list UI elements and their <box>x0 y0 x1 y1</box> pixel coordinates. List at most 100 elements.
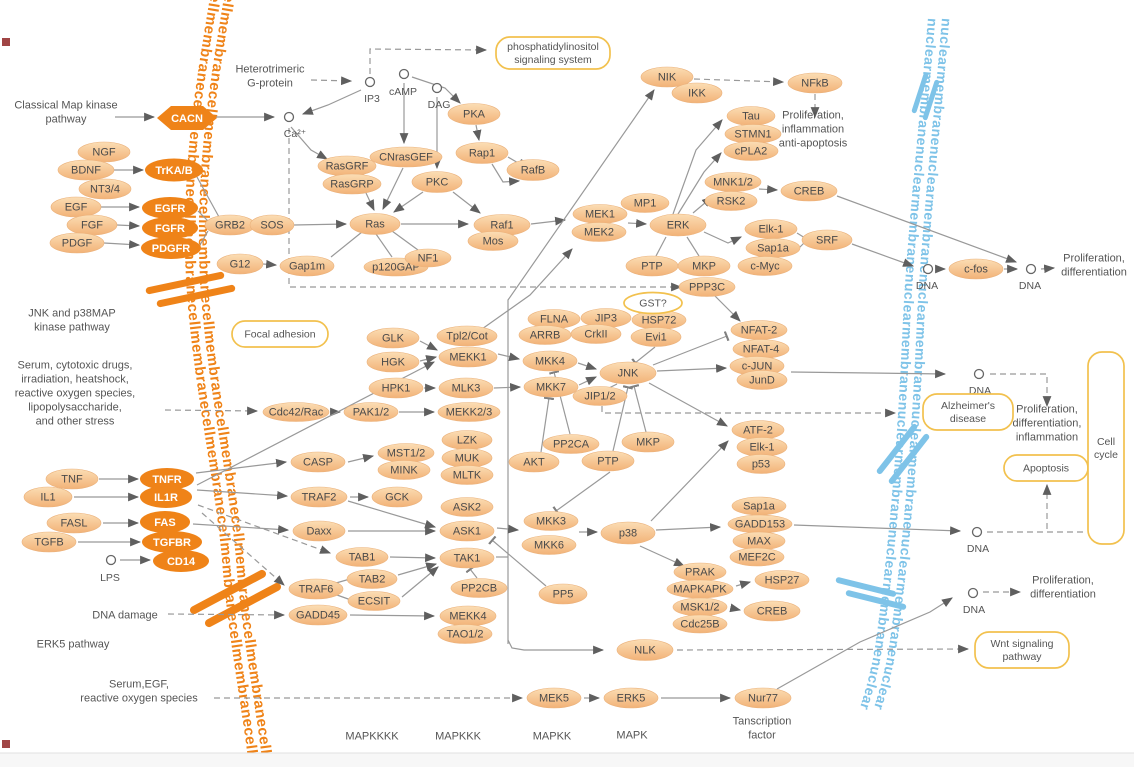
receptor-cd14[interactable]: CD14 <box>153 550 209 572</box>
node-creb2[interactable]: CREB <box>743 600 801 622</box>
node-egf[interactable]: EGF <box>50 196 102 218</box>
node-mnk12[interactable]: MNK1/2 <box>704 172 762 192</box>
node-fgf[interactable]: FGF <box>66 214 118 236</box>
node-pp2cb[interactable]: PP2CB <box>450 578 508 598</box>
node-rasgrp[interactable]: RasGRP <box>322 173 382 195</box>
node-prak[interactable]: PRAK <box>673 562 727 582</box>
node-nik[interactable]: NIK <box>640 66 694 88</box>
node-evi1[interactable]: Evi1 <box>630 327 682 347</box>
node-casp[interactable]: CASP <box>290 451 346 473</box>
node-fasl[interactable]: FASL <box>46 512 102 534</box>
node-pak12[interactable]: PAK1/2 <box>343 402 399 422</box>
node-mink[interactable]: MINK <box>377 460 431 480</box>
node-nur77[interactable]: Nur77 <box>734 687 792 709</box>
node-mekk4[interactable]: MEKK4 <box>439 605 497 627</box>
node-srf[interactable]: SRF <box>801 229 853 251</box>
node-elk1b[interactable]: Elk-1 <box>736 437 788 457</box>
receptor-pdgfr[interactable]: PDGFR <box>141 237 201 259</box>
node-mek1[interactable]: MEK1 <box>572 204 628 224</box>
node-elk1[interactable]: Elk-1 <box>744 219 798 239</box>
node-gadd153[interactable]: GADD153 <box>727 514 793 534</box>
node-grb2[interactable]: GRB2 <box>204 214 256 236</box>
node-mef2c[interactable]: MEF2C <box>729 547 785 567</box>
node-sap1a[interactable]: Sap1a <box>745 238 801 258</box>
node-g12[interactable]: G12 <box>216 253 264 275</box>
node-nfat2[interactable]: NFAT-2 <box>730 320 788 340</box>
node-mkk4[interactable]: MKK4 <box>522 350 578 372</box>
node-gap1m[interactable]: Gap1m <box>279 255 335 277</box>
node-ras[interactable]: Ras <box>349 213 401 235</box>
node-stmn1[interactable]: STMN1 <box>724 124 782 144</box>
box-focal-adhesion[interactable]: Focal adhesion <box>231 320 329 348</box>
node-nf1[interactable]: NF1 <box>404 248 452 268</box>
node-erk5[interactable]: ERK5 <box>603 687 659 709</box>
node-glk[interactable]: GLK <box>366 327 420 349</box>
node-ecsit[interactable]: ECSIT <box>347 591 401 611</box>
node-ptp2[interactable]: PTP <box>581 450 635 472</box>
node-hpk1[interactable]: HPK1 <box>368 377 424 399</box>
node-pp2ca[interactable]: PP2CA <box>542 434 600 454</box>
node-rasgrf[interactable]: RasGRF <box>317 155 377 177</box>
node-mek2[interactable]: MEK2 <box>571 222 627 242</box>
node-muk[interactable]: MUK <box>441 448 493 468</box>
node-mos[interactable]: Mos <box>467 231 519 251</box>
node-mkk6[interactable]: MKK6 <box>521 535 577 555</box>
receptor-tnfr[interactable]: TNFR <box>140 468 194 490</box>
node-traf6[interactable]: TRAF6 <box>288 578 344 600</box>
node-mltk[interactable]: MLTK <box>440 465 494 485</box>
node-nt34[interactable]: NT3/4 <box>78 178 132 200</box>
node-lzk[interactable]: LZK <box>441 430 493 450</box>
node-mp1[interactable]: MP1 <box>620 193 670 213</box>
node-p38[interactable]: p38 <box>600 521 656 545</box>
node-tau[interactable]: Tau <box>726 106 776 126</box>
node-traf2[interactable]: TRAF2 <box>290 486 348 508</box>
box-gst[interactable]: GST? <box>623 291 683 315</box>
node-mkp2[interactable]: MKP <box>621 431 675 453</box>
node-cdc25b[interactable]: Cdc25B <box>672 614 728 634</box>
node-mkk3[interactable]: MKK3 <box>523 511 579 531</box>
node-atf2[interactable]: ATF-2 <box>731 420 785 440</box>
node-p53[interactable]: p53 <box>736 454 786 474</box>
node-daxx[interactable]: Daxx <box>292 520 346 542</box>
node-tab1[interactable]: TAB1 <box>335 547 389 567</box>
node-ptp[interactable]: PTP <box>625 255 679 277</box>
node-tnf[interactable]: TNF <box>45 468 99 490</box>
node-mkk7[interactable]: MKK7 <box>523 376 579 398</box>
node-nfat4[interactable]: NFAT-4 <box>732 339 790 359</box>
node-mekk23[interactable]: MEKK2/3 <box>437 402 501 422</box>
node-erk[interactable]: ERK <box>649 213 707 237</box>
node-sap1a2[interactable]: Sap1a <box>731 496 787 516</box>
node-nfkb[interactable]: NFkB <box>787 72 843 94</box>
node-jip12[interactable]: JIP1/2 <box>572 386 628 406</box>
node-crkii[interactable]: CrkII <box>570 324 622 344</box>
node-akt[interactable]: AKT <box>508 451 560 473</box>
node-tab2[interactable]: TAB2 <box>346 569 398 589</box>
node-jnk[interactable]: JNK <box>599 361 657 385</box>
node-cnrasgef[interactable]: CNrasGEF <box>369 146 443 168</box>
node-rap1[interactable]: Rap1 <box>455 142 509 164</box>
node-creb[interactable]: CREB <box>780 180 838 202</box>
node-flna[interactable]: FLNA <box>527 309 581 329</box>
node-pkc[interactable]: PKC <box>411 171 463 193</box>
receptor-cacn[interactable]: CACN <box>157 106 217 130</box>
node-mekk1[interactable]: MEKK1 <box>438 346 498 368</box>
box-apoptosis[interactable]: Apoptosis <box>1003 454 1089 482</box>
node-cfos[interactable]: c-fos <box>948 258 1004 280</box>
node-pka[interactable]: PKA <box>447 103 501 125</box>
node-gck[interactable]: GCK <box>371 486 423 508</box>
node-mkp[interactable]: MKP <box>677 255 731 277</box>
node-gadd45[interactable]: GADD45 <box>288 604 348 626</box>
node-ppp3c[interactable]: PPP3C <box>678 277 736 297</box>
node-tak1[interactable]: TAK1 <box>439 547 495 569</box>
receptor-fas[interactable]: FAS <box>140 511 190 533</box>
node-cdc42rac[interactable]: Cdc42/Rac <box>262 402 330 422</box>
node-ngf[interactable]: NGF <box>77 141 131 163</box>
node-raf1[interactable]: Raf1 <box>473 214 531 236</box>
node-bdnf[interactable]: BDNF <box>57 159 115 181</box>
node-hsp27[interactable]: HSP27 <box>754 570 810 590</box>
node-rsk2[interactable]: RSK2 <box>704 191 758 211</box>
node-hgk[interactable]: HGK <box>366 351 420 373</box>
